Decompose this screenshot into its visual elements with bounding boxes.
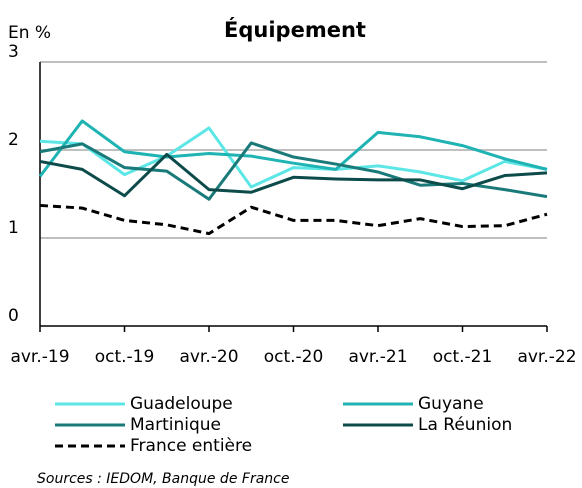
legend-label: Guyane [418, 394, 484, 414]
x-tick-label: avr.-19 [10, 347, 69, 367]
x-tick-label: avr.-20 [179, 347, 238, 367]
chart-title: Équipement [224, 17, 366, 42]
x-tick-label: oct.-19 [95, 347, 155, 367]
legend-label: Martinique [130, 415, 221, 435]
x-tick-label: avr.-22 [517, 347, 576, 367]
y-tick-label: 1 [8, 218, 19, 238]
line-series [39, 141, 548, 201]
y-tick-label: 0 [8, 306, 19, 326]
x-tick-label: oct.-20 [264, 347, 324, 367]
x-tick-label: oct.-21 [433, 347, 493, 367]
y-axis-label: En % [8, 23, 51, 43]
legend-label: France entière [130, 436, 252, 456]
legend-label: Guadeloupe [130, 394, 233, 414]
legend-label: La Réunion [418, 415, 512, 435]
x-tick-label: avr.-21 [348, 347, 407, 367]
line-series [38, 119, 548, 178]
line-series [39, 203, 548, 236]
line-series [39, 152, 548, 198]
line-series [39, 126, 548, 189]
source: Sources : IEDOM, Banque de France [37, 471, 289, 487]
y-tick-label: 2 [8, 130, 19, 150]
y-tick-label: 3 [8, 42, 19, 62]
